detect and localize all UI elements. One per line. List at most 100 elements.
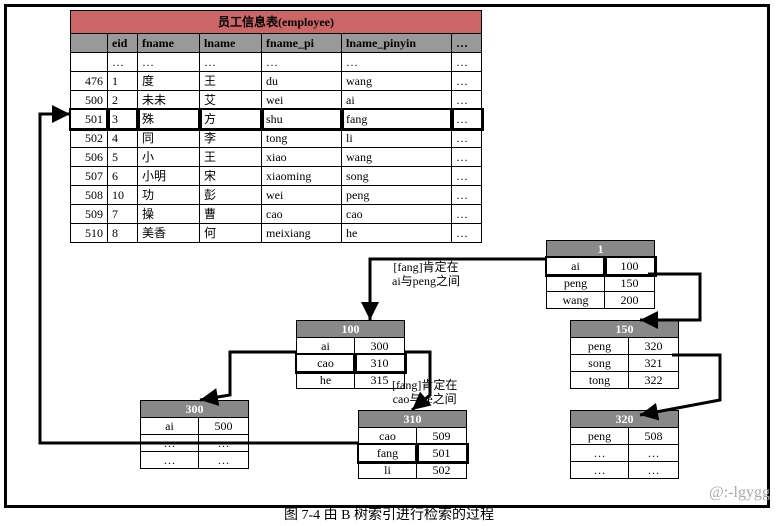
node-cell: 321 <box>629 355 679 372</box>
node-cell: li <box>359 462 417 479</box>
table-cell: 李 <box>200 129 262 148</box>
table-row: 5065小王xiaowang… <box>71 148 482 167</box>
table-cell: ai <box>342 91 452 110</box>
node-cell: … <box>629 462 679 479</box>
table-cell: shu <box>262 110 342 129</box>
node-cell: ai <box>297 338 355 355</box>
annotation-1-line1: [fang]肯定在 <box>393 260 458 274</box>
table-cell: tong <box>262 129 342 148</box>
node-cell: 300 <box>355 338 405 355</box>
table-cell <box>71 53 108 72</box>
table-cell: … <box>138 53 200 72</box>
node-cell: … <box>141 452 199 469</box>
table-cell: … <box>452 224 482 243</box>
table-cell: 5 <box>108 148 138 167</box>
node-cell: ai <box>141 418 199 435</box>
annotation-1-line2: ai与peng之间 <box>392 274 460 288</box>
node-row: tong322 <box>571 372 679 389</box>
table-row: 5097操曹caocao… <box>71 205 482 224</box>
table-cell: du <box>262 72 342 91</box>
table-cell: … <box>452 53 482 72</box>
table-cell: 508 <box>71 186 108 205</box>
node-cell: 200 <box>605 292 655 309</box>
table-cell: 美香 <box>138 224 200 243</box>
node-row: li502 <box>359 462 467 479</box>
node-cell: he <box>297 372 355 389</box>
table-cell: wang <box>342 148 452 167</box>
node-row: ai300 <box>297 338 405 355</box>
table-cell: 彭 <box>200 186 262 205</box>
table-cell: 3 <box>108 110 138 129</box>
node-row: peng320 <box>571 338 679 355</box>
node-title: 310 <box>359 411 467 428</box>
table-cell: fang <box>342 110 452 129</box>
stage: 员工信息表(employee)eidfnamelnamefname_pilnam… <box>0 0 778 526</box>
table-cell: 2 <box>108 91 138 110</box>
column-header: … <box>452 34 482 53</box>
node-title: 300 <box>141 401 249 418</box>
table-cell: cao <box>342 205 452 224</box>
table-cell: cao <box>262 205 342 224</box>
node-cell: peng <box>571 428 629 445</box>
table-cell: … <box>452 205 482 224</box>
table-cell: 小 <box>138 148 200 167</box>
table-row: 5024同李tongli… <box>71 129 482 148</box>
table-cell: 7 <box>108 205 138 224</box>
table-cell: 艾 <box>200 91 262 110</box>
column-header: fname <box>138 34 200 53</box>
table-cell: … <box>452 110 482 129</box>
node-cell: … <box>141 435 199 452</box>
table-cell: 501 <box>71 110 108 129</box>
node-cell: cao <box>297 355 355 372</box>
node-cell: 500 <box>199 418 249 435</box>
table-row: ……………… <box>71 53 482 72</box>
annotation-1: [fang]肯定在 ai与peng之间 <box>392 260 460 288</box>
table-cell: 未未 <box>138 91 200 110</box>
table-row: 4761度王duwang… <box>71 72 482 91</box>
node-cell: 100 <box>605 258 655 275</box>
node-cell: … <box>629 445 679 462</box>
node-cell: … <box>199 452 249 469</box>
table-cell: xiao <box>262 148 342 167</box>
node-row: …… <box>571 462 679 479</box>
node-cell: song <box>571 355 629 372</box>
table-cell: 509 <box>71 205 108 224</box>
table-cell: 何 <box>200 224 262 243</box>
node-cell: cao <box>359 428 417 445</box>
table-cell: … <box>108 53 138 72</box>
table-row: 5002未未艾weiai… <box>71 91 482 110</box>
table-cell: wei <box>262 91 342 110</box>
node-cell: … <box>199 435 249 452</box>
table-cell: … <box>200 53 262 72</box>
table-row: 5108美香何meixianghe… <box>71 224 482 243</box>
btree-node-root: 1ai100peng150wang200 <box>546 240 655 309</box>
table-cell: he <box>342 224 452 243</box>
node-row: ai500 <box>141 418 249 435</box>
btree-node-320: 320peng508………… <box>570 410 679 479</box>
node-row: …… <box>571 445 679 462</box>
table-cell: 王 <box>200 148 262 167</box>
table-cell: wang <box>342 72 452 91</box>
node-cell: 320 <box>629 338 679 355</box>
node-cell: 322 <box>629 372 679 389</box>
column-header: lname_pinyin <box>342 34 452 53</box>
table-cell: 6 <box>108 167 138 186</box>
table-cell: 1 <box>108 72 138 91</box>
node-cell: fang <box>359 445 417 462</box>
column-header <box>71 34 108 53</box>
table-cell: 宋 <box>200 167 262 186</box>
table-row: 5013殊方shufang… <box>71 110 482 129</box>
table-cell: song <box>342 167 452 186</box>
table-cell: … <box>452 167 482 186</box>
node-row: …… <box>141 435 249 452</box>
table-row: 50810功彭weipeng… <box>71 186 482 205</box>
node-row: fang501 <box>359 445 467 462</box>
table-cell: li <box>342 129 452 148</box>
table-cell: peng <box>342 186 452 205</box>
node-row: cao310 <box>297 355 405 372</box>
table-cell: xiaoming <box>262 167 342 186</box>
node-cell: 310 <box>355 355 405 372</box>
table-cell: … <box>342 53 452 72</box>
employee-table-title: 员工信息表(employee) <box>71 11 482 34</box>
btree-node-100: 100ai300cao310he315 <box>296 320 405 389</box>
